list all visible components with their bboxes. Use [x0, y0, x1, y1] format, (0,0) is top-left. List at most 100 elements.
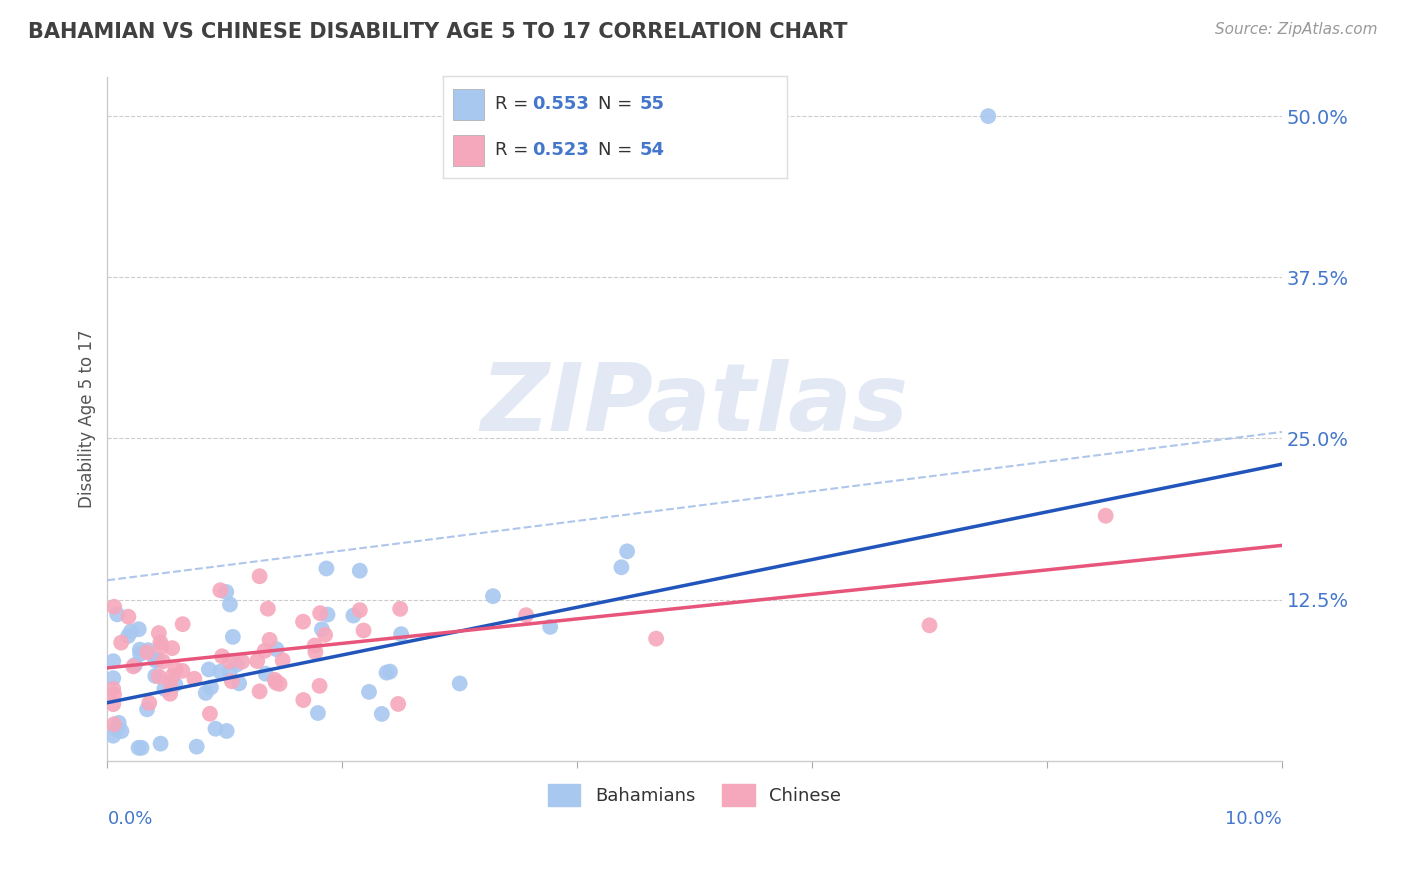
- Point: [349, 564, 371, 578]
- Point: [266, 642, 288, 657]
- Point: [1094, 508, 1116, 523]
- Point: [160, 641, 183, 656]
- Point: [222, 630, 245, 644]
- Point: [308, 679, 330, 693]
- Text: 0.0%: 0.0%: [107, 810, 153, 828]
- Point: [311, 622, 333, 636]
- Text: 0.553: 0.553: [533, 95, 589, 113]
- Point: [218, 665, 240, 679]
- Point: [249, 684, 271, 698]
- Point: [449, 676, 471, 690]
- Point: [218, 655, 240, 669]
- Point: [211, 649, 233, 664]
- Point: [186, 739, 208, 754]
- Point: [146, 653, 169, 667]
- Point: [138, 696, 160, 710]
- Point: [198, 706, 221, 721]
- Point: [271, 653, 294, 667]
- Point: [143, 653, 166, 667]
- Point: [124, 657, 146, 672]
- Text: 0.523: 0.523: [533, 141, 589, 159]
- Text: Source: ZipAtlas.com: Source: ZipAtlas.com: [1215, 22, 1378, 37]
- Point: [357, 685, 380, 699]
- Point: [117, 609, 139, 624]
- Bar: [453, 136, 484, 166]
- Point: [105, 722, 128, 736]
- Point: [371, 706, 394, 721]
- Point: [107, 715, 129, 730]
- Point: [204, 722, 226, 736]
- Point: [219, 598, 242, 612]
- Point: [103, 654, 125, 668]
- Point: [136, 702, 159, 716]
- Point: [103, 671, 125, 685]
- Point: [172, 664, 194, 678]
- Point: [162, 669, 184, 683]
- Text: N =: N =: [598, 141, 638, 159]
- Point: [153, 681, 176, 696]
- Point: [304, 639, 326, 653]
- Point: [515, 608, 537, 623]
- Point: [314, 628, 336, 642]
- Point: [159, 687, 181, 701]
- Point: [353, 624, 375, 638]
- Bar: [453, 89, 484, 120]
- Point: [103, 717, 125, 731]
- Point: [152, 654, 174, 668]
- Point: [269, 677, 291, 691]
- Point: [389, 602, 412, 616]
- Point: [103, 681, 125, 696]
- Point: [918, 618, 941, 632]
- Point: [389, 627, 412, 641]
- Point: [103, 697, 125, 711]
- Point: [249, 569, 271, 583]
- Point: [254, 666, 277, 681]
- Point: [183, 672, 205, 686]
- Point: [263, 673, 285, 687]
- Point: [120, 624, 142, 639]
- Point: [292, 693, 315, 707]
- Point: [215, 585, 238, 599]
- Point: [977, 109, 1000, 123]
- Point: [148, 669, 170, 683]
- Point: [215, 723, 238, 738]
- Point: [209, 583, 232, 598]
- Legend: Bahamians, Chinese: Bahamians, Chinese: [541, 777, 848, 814]
- Point: [172, 617, 194, 632]
- Point: [616, 544, 638, 558]
- Point: [209, 665, 232, 679]
- Point: [128, 740, 150, 755]
- Point: [200, 681, 222, 695]
- Point: [136, 645, 159, 659]
- Point: [143, 669, 166, 683]
- Text: 10.0%: 10.0%: [1225, 810, 1282, 828]
- Point: [259, 632, 281, 647]
- Point: [103, 688, 125, 702]
- Point: [159, 676, 181, 690]
- Point: [105, 607, 128, 622]
- Text: ZIPatlas: ZIPatlas: [481, 359, 908, 451]
- Y-axis label: Disability Age 5 to 17: Disability Age 5 to 17: [79, 330, 96, 508]
- Point: [538, 620, 561, 634]
- Point: [315, 561, 337, 575]
- Point: [482, 589, 505, 603]
- Point: [165, 662, 187, 676]
- Point: [165, 677, 187, 691]
- Point: [122, 659, 145, 673]
- Text: 54: 54: [640, 141, 664, 159]
- Text: R =: R =: [495, 95, 533, 113]
- Point: [117, 629, 139, 643]
- Point: [128, 622, 150, 636]
- Text: N =: N =: [598, 95, 638, 113]
- Text: R =: R =: [495, 141, 533, 159]
- Point: [246, 654, 269, 668]
- Point: [610, 560, 633, 574]
- Point: [103, 599, 125, 614]
- Point: [110, 635, 132, 649]
- Point: [110, 724, 132, 739]
- Point: [228, 676, 250, 690]
- Point: [316, 607, 339, 622]
- Point: [253, 644, 276, 658]
- Point: [149, 737, 172, 751]
- Point: [221, 674, 243, 689]
